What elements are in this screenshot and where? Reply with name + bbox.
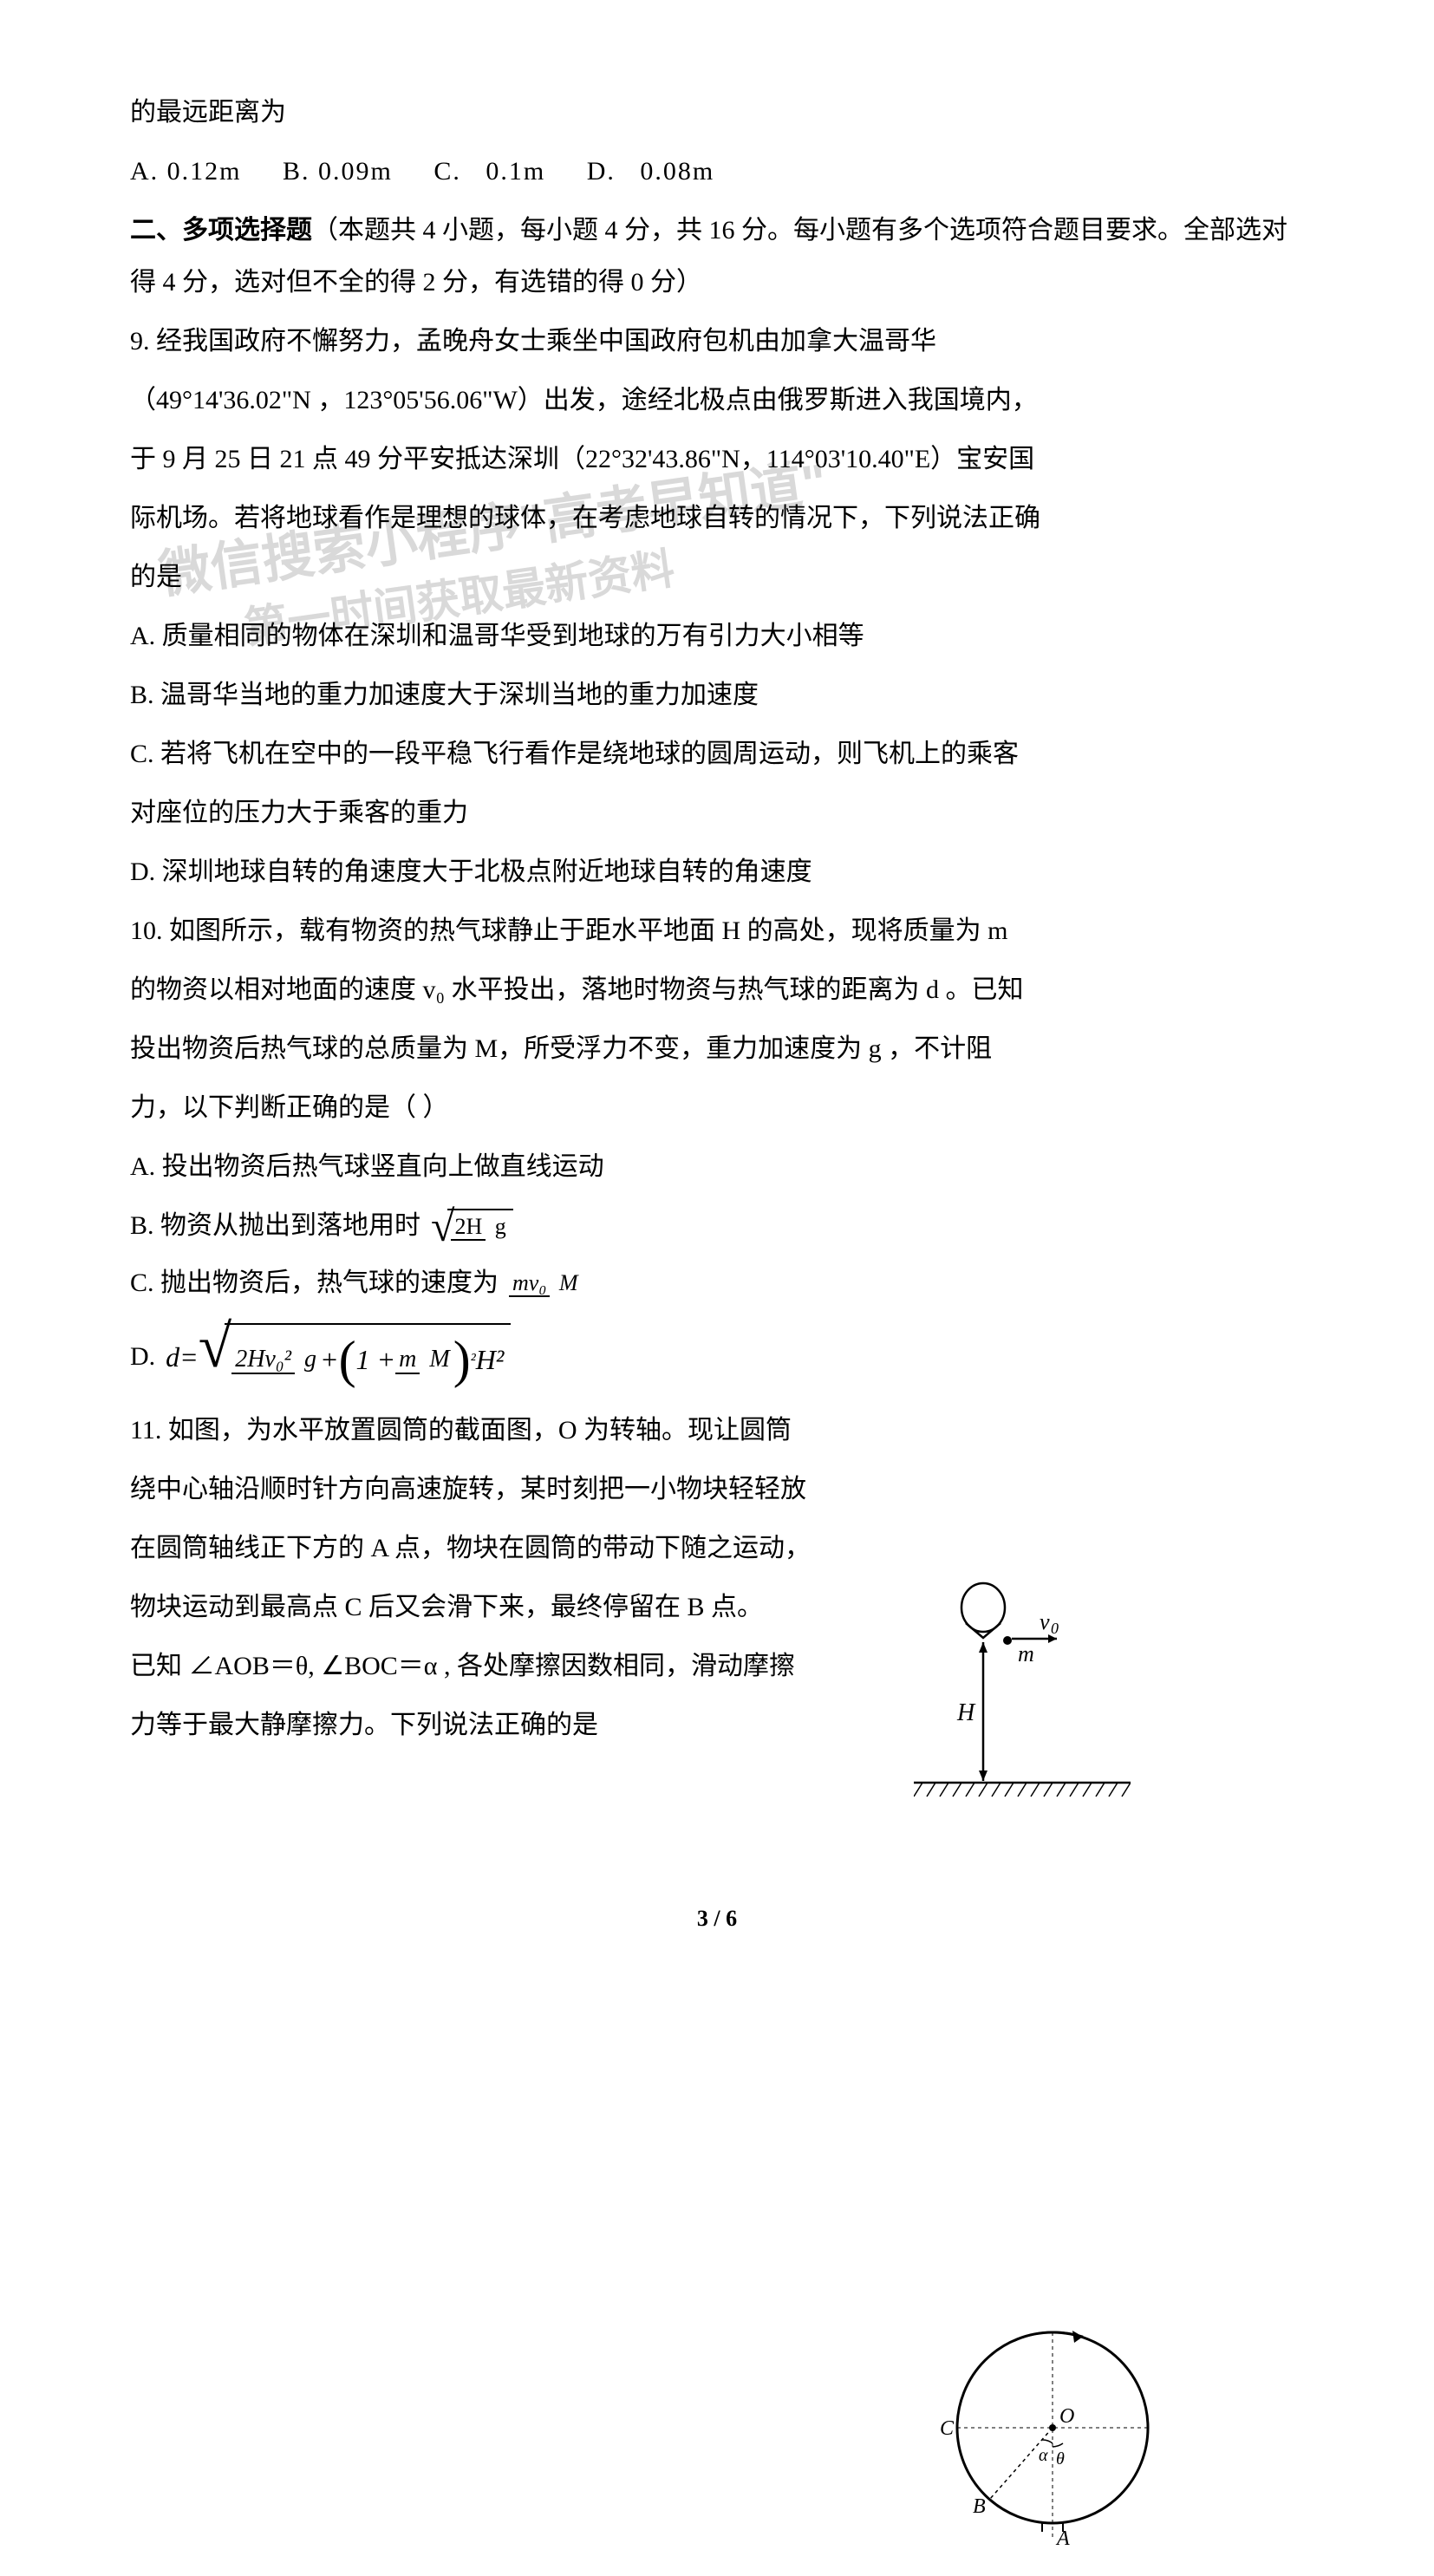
q8-option-b: B. 0.09m xyxy=(283,157,393,186)
q11-line-2: 绕中心轴沿顺时针方向高速旋转，某时刻把一小物块轻轻放 xyxy=(130,1464,1304,1516)
q11-line-5: 已知 ∠AOB＝θ, ∠BOC＝α , 各处摩擦因数相同，滑动摩擦 xyxy=(130,1640,1304,1692)
q10-option-b-formula: √ 2H g xyxy=(431,1209,513,1243)
q10-line-2: 的物资以相对地面的速度 v₀ 水平投出，落地时物资与热气球的距离为 d 。已知 xyxy=(130,964,1304,1016)
q10-option-c-prefix: C. 抛出物资后，热气球的速度为 xyxy=(130,1257,499,1309)
section2-title: 二、多项选择题 xyxy=(130,216,312,245)
q11-diagram: O α θ C B A xyxy=(931,2315,1174,2558)
q9-line-2: （49°14'36.02"N ，123°05'56.06"W）出发，途经北极点由… xyxy=(130,375,1304,427)
q9-option-a: A. 质量相同的物体在深圳和温哥华受到地球的万有引力大小相等 xyxy=(130,610,1304,662)
q9-line-4: 际机场。若将地球看作是理想的球体，在考虑地球自转的情况下，下列说法正确 xyxy=(130,492,1304,545)
q8-option-a: A. 0.12m xyxy=(130,157,242,186)
q11-line-1: 11. 如图，为水平放置圆筒的截面图，O 为转轴。现让圆筒 xyxy=(130,1405,1304,1457)
q11-diagram-b-label: B xyxy=(973,2495,986,2518)
q10-line-4: 力，以下判断正确的是（ ） xyxy=(130,1082,1304,1134)
q11-line-3: 在圆筒轴线正下方的 A 点，物块在圆筒的带动下随之运动， xyxy=(130,1523,1304,1575)
q10-diagram-ground-hatch xyxy=(914,1783,1131,1797)
q10-option-d-formula: d = √ 2Hv₀² g + ( 1 + m M xyxy=(166,1323,511,1391)
q9-option-c-2: 对座位的压力大于乘客的重力 xyxy=(130,787,1304,839)
q9-option-b: B. 温哥华当地的重力加速度大于深圳当地的重力加速度 xyxy=(130,669,1304,721)
q8-option-c: C. 0.1m xyxy=(433,157,545,186)
q8-options: A. 0.12m B. 0.09m C. 0.1m D. 0.08m xyxy=(130,146,1304,198)
q9-line-3: 于 9 月 25 日 21 点 49 分平安抵达深圳（22°32'43.86"N… xyxy=(130,434,1304,486)
q10-option-d: D. d = √ 2Hv₀² g + ( 1 + xyxy=(130,1323,1304,1391)
q9-line-1: 9. 经我国政府不懈努力，孟晚舟女士乘坐中国政府包机由加拿大温哥华 xyxy=(130,316,1304,368)
q11-diagram-o-label: O xyxy=(1059,2405,1074,2428)
q11-diagram-alpha-label: α xyxy=(1039,2446,1048,2465)
q11-diagram-theta-label: θ xyxy=(1056,2449,1065,2468)
section2-header-line: 二、多项选择题（本题共 4 小题，每小题 4 分，共 16 分。每小题有多个选项… xyxy=(130,205,1304,309)
q10-line-1: 10. 如图所示，载有物资的热气球静止于距水平地面 H 的高处，现将质量为 m xyxy=(130,905,1304,957)
q10-option-c-formula: mv₀ M xyxy=(509,1269,582,1296)
q10-line-3: 投出物资后热气球的总质量为 M，所受浮力不变，重力加速度为 g ，不计阻 xyxy=(130,1023,1304,1075)
page-number: 3 / 6 xyxy=(697,1896,737,1941)
q10-option-b-prefix: B. 物资从抛出到落地用时 xyxy=(130,1200,420,1252)
q8-option-d: D. 0.08m xyxy=(587,157,715,186)
q11-line-4: 物块运动到最高点 C 后又会滑下来，最终停留在 B 点。 xyxy=(130,1581,1304,1634)
q9-line-5: 的是 xyxy=(130,551,1304,603)
q9-option-d: D. 深圳地球自转的角速度大于北极点附近地球自转的角速度 xyxy=(130,846,1304,898)
q8-continuation-text: 的最远距离为 xyxy=(130,87,1304,139)
q10-option-d-prefix: D. xyxy=(130,1331,155,1383)
q10-option-a: A. 投出物资后热气球竖直向上做直线运动 xyxy=(130,1141,1304,1193)
q10-option-b: B. 物资从抛出到落地用时 √ 2H g xyxy=(130,1200,1304,1252)
q11-line-6: 力等于最大静摩擦力。下列说法正确的是 xyxy=(130,1699,1304,1751)
q11-diagram-c-label: C xyxy=(940,2417,955,2440)
q10-option-c: C. 抛出物资后，热气球的速度为 mv₀ M xyxy=(130,1257,1304,1309)
q9-option-c-1: C. 若将飞机在空中的一段平稳飞行看作是绕地球的圆周运动，则飞机上的乘客 xyxy=(130,728,1304,780)
